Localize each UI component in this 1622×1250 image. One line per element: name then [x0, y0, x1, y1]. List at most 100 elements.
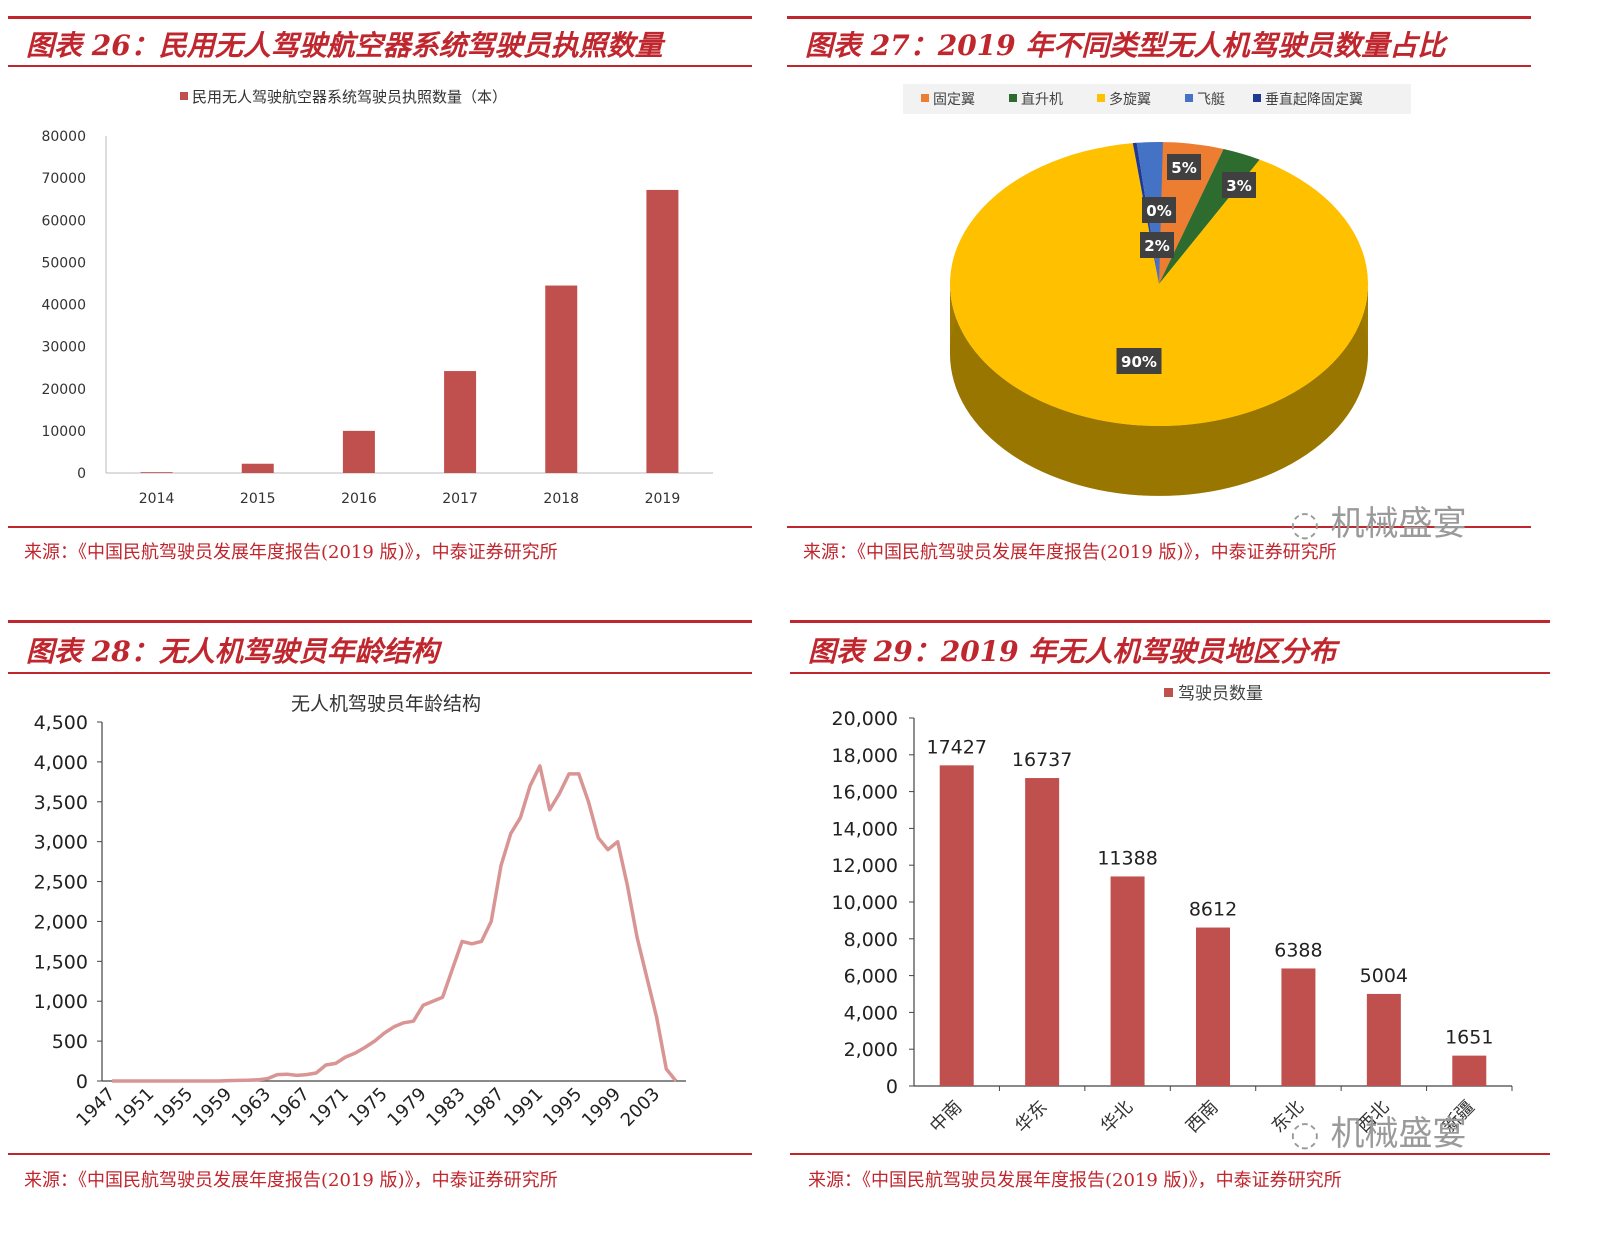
data-label: 2%: [1144, 237, 1169, 255]
y-tick-label: 0: [886, 1076, 898, 1098]
panel2-title-rule: [787, 65, 1531, 67]
data-label: 5004: [1360, 965, 1408, 987]
panel3-title: 图表 28：无人机驾驶员年龄结构: [26, 635, 439, 668]
x-tick-label: 华东: [1011, 1097, 1051, 1137]
pie-side: [950, 284, 1368, 496]
y-tick-label: 20,000: [832, 708, 898, 730]
panel4-title-rule: [790, 672, 1550, 674]
bar: [646, 189, 679, 474]
panel1-title-rule: [8, 65, 752, 67]
panel3-source: 来源：《中国民航驾驶员发展年度报告(2019 版)》，中泰证券研究所: [24, 1170, 558, 1191]
y-tick-label: 80000: [41, 129, 86, 145]
bar: [342, 430, 375, 473]
legend-label: 直升机: [1021, 91, 1063, 108]
x-tick-label: 2019: [645, 491, 681, 507]
y-tick-label: 1,000: [34, 991, 88, 1013]
x-tick-label: 2003: [617, 1084, 664, 1131]
legend-swatch: [1009, 94, 1017, 102]
y-tick-label: 8,000: [844, 929, 898, 951]
legend-swatch: [1097, 94, 1105, 102]
wechat-icon: ◌: [1290, 1114, 1320, 1154]
x-tick-label: 1959: [189, 1084, 236, 1131]
panel4-source: 来源：《中国民航驾驶员发展年度报告(2019 版)》，中泰证券研究所: [808, 1170, 1342, 1191]
y-tick-label: 2,000: [844, 1039, 898, 1061]
panel1-top-rule: [8, 16, 752, 19]
data-label: 6388: [1274, 939, 1322, 961]
bar: [939, 765, 974, 1086]
legend-swatch: [180, 92, 188, 100]
y-tick-label: 4,000: [844, 1002, 898, 1024]
legend-label: 垂直起降固定翼: [1265, 91, 1363, 108]
y-tick-label: 16,000: [832, 782, 898, 804]
data-label: 0%: [1146, 202, 1171, 220]
data-label: 11388: [1097, 847, 1157, 869]
pie-slice: [950, 143, 1368, 427]
panel1-bottom-rule: [8, 526, 752, 528]
bar: [444, 371, 477, 473]
legend-label: 多旋翼: [1109, 91, 1151, 108]
y-tick-label: 12,000: [832, 855, 898, 877]
bar: [140, 472, 173, 473]
data-label-box: [1142, 197, 1176, 223]
legend-swatch: [921, 94, 929, 102]
legend-swatch: [1185, 94, 1193, 102]
panel2-chart: 固定翼 直升机 多旋翼 飞艇 垂直起降固定翼 5% 3% 90% 2% 0%: [903, 84, 1411, 496]
x-tick-label: 2018: [543, 491, 579, 507]
legend-label: 飞艇: [1197, 92, 1225, 108]
legend-label: 民用无人驾驶航空器系统驾驶员执照数量（本）: [192, 88, 507, 106]
x-tick-label: 1975: [345, 1084, 392, 1131]
y-tick-label: 1,500: [34, 951, 88, 973]
x-tick-label: 1951: [111, 1084, 158, 1131]
y-tick-label: 0: [76, 1071, 88, 1093]
x-tick-label: 1963: [228, 1084, 275, 1131]
y-tick-label: 10000: [41, 424, 86, 440]
panel2-source: 来源：《中国民航驾驶员发展年度报告(2019 版)》，中泰证券研究所: [803, 542, 1337, 563]
x-tick-label: 1987: [461, 1084, 508, 1131]
bar: [1025, 778, 1060, 1086]
y-tick-label: 14,000: [832, 818, 898, 840]
y-tick-label: 10,000: [832, 892, 898, 914]
wechat-icon: ◌: [1290, 504, 1320, 544]
y-tick-label: 0: [77, 466, 86, 482]
bar: [1452, 1055, 1487, 1086]
bar: [1196, 927, 1230, 1086]
y-tick-label: 18,000: [832, 745, 898, 767]
x-tick-label: 1995: [539, 1084, 586, 1131]
data-label-box: [1222, 172, 1256, 198]
y-tick-label: 4,500: [34, 712, 88, 734]
y-tick-label: 2,000: [34, 911, 88, 933]
x-tick-label: 1999: [578, 1084, 625, 1131]
panel2-title: 图表 27：2019 年不同类型无人机驾驶员数量占比: [805, 29, 1446, 62]
panel4-chart: 驾驶员数量 0 2,000 4,000 6,000 8,000 10,000 12,000 14…: [832, 684, 1513, 1137]
data-label-box: [1116, 348, 1162, 374]
panel1-chart: 民用无人驾驶航空器系统驾驶员执照数量（本） 0 10000 20000 30000 400…: [41, 88, 713, 507]
watermark-2: ◌ 机械盛宴: [1290, 1106, 1466, 1155]
series-line: [112, 764, 678, 1083]
panel3-chart: 无人机驾驶员年龄结构 0 500 1,000 1,500 2,000 2,500 3,000 3…: [34, 693, 686, 1131]
panel3-bottom-rule: [8, 1153, 752, 1155]
y-tick-label: 6,000: [844, 966, 898, 988]
bar: [1110, 876, 1145, 1086]
y-tick-label: 3,000: [34, 832, 88, 854]
panel2-bottom-rule: [787, 526, 1531, 528]
panel1-source: 来源：《中国民航驾驶员发展年度报告(2019 版)》，中泰证券研究所: [24, 542, 558, 563]
x-tick-label: 2016: [341, 491, 377, 507]
y-tick-label: 60000: [41, 213, 86, 229]
panel2-top-rule: [787, 16, 1531, 19]
bar: [1366, 993, 1401, 1086]
watermark-1: ◌ 机械盛宴: [1290, 496, 1466, 545]
x-tick-label: 1983: [422, 1084, 469, 1131]
data-label: 16737: [1012, 749, 1072, 771]
x-tick-label: 1967: [267, 1084, 314, 1131]
x-tick-label: 1991: [500, 1084, 547, 1131]
data-label: 8612: [1189, 899, 1237, 921]
y-tick-label: 70000: [41, 171, 86, 187]
x-tick-label: 1971: [306, 1084, 353, 1131]
panel3-top-rule: [8, 620, 752, 623]
x-tick-label: 2014: [139, 491, 175, 507]
panel1-title: 图表 26：民用无人驾驶航空器系统驾驶员执照数量: [26, 29, 663, 62]
data-label: 1651: [1445, 1027, 1493, 1049]
x-tick-label: 2017: [442, 491, 478, 507]
legend-box: [903, 84, 1411, 114]
y-tick-label: 3,500: [34, 792, 88, 814]
